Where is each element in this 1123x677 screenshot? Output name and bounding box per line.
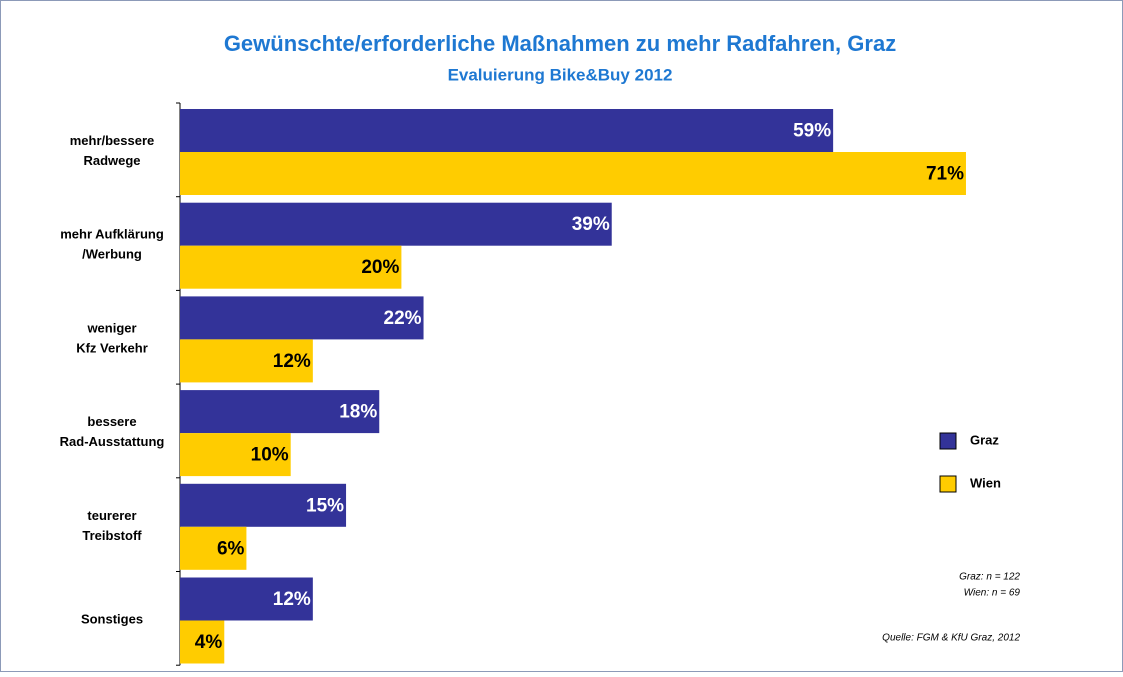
legend-swatch [939,475,957,493]
value-label: 6% [217,538,245,559]
value-label: 71% [926,164,964,185]
category-line: weniger [86,321,136,336]
bar [180,620,225,664]
bar [180,526,247,570]
category-line: mehr Aufklärung [60,227,164,242]
value-label: 39% [572,214,610,235]
category-line: Radwege [83,153,140,168]
value-label: 12% [273,351,311,372]
annotation: Graz: n = 122 [959,572,1020,583]
chart-title: Gewünschte/erforderliche Maßnahmen zu me… [224,31,896,56]
bar [180,433,291,477]
legend-swatch [939,432,957,450]
bar [180,577,313,621]
category-label: mehr/bessere Radwege [70,133,155,168]
annotation: Wien: n = 69 [964,588,1021,599]
bar [180,483,347,527]
value-label: 18% [339,402,377,423]
category-label: weniger Kfz Verkehr [76,321,148,356]
category-line: mehr/bessere [70,133,155,148]
category-line: bessere [87,415,136,430]
value-label: 22% [384,308,422,329]
value-label: 12% [273,589,311,610]
category-line: Rad-Ausstattung [60,435,165,450]
category-label: bessere Rad-Ausstattung [60,415,165,450]
category-line: /Werbung [82,247,142,262]
category-label: Sonstiges [81,612,143,627]
bar [180,296,424,340]
bar [180,245,402,289]
category-line: teurerer [87,508,136,523]
legend-label: Graz [970,432,999,447]
category-label: mehr Aufklärung/Werbung [60,227,164,262]
value-label: 10% [251,445,289,466]
bar [180,202,612,246]
category-line: Sonstiges [81,612,143,627]
category-line: Kfz Verkehr [76,341,148,356]
annotation: Quelle: FGM & KfU Graz, 2012 [882,633,1020,644]
legend-label: Wien [970,475,1001,490]
bar [180,390,380,434]
bar [180,152,966,195]
value-label: 4% [195,632,223,653]
bar [180,339,313,383]
category-label: teurerer Treibstoff [82,508,142,543]
chart-subtitle: Evaluierung Bike&Buy 2012 [448,65,673,84]
value-label: 15% [306,495,344,516]
category-line: Treibstoff [82,528,142,543]
bar [180,109,834,152]
value-label: 59% [793,121,831,142]
value-label: 20% [361,257,399,278]
